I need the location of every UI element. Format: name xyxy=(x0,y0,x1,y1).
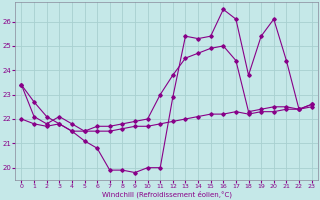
X-axis label: Windchill (Refroidissement éolien,°C): Windchill (Refroidissement éolien,°C) xyxy=(101,190,232,198)
